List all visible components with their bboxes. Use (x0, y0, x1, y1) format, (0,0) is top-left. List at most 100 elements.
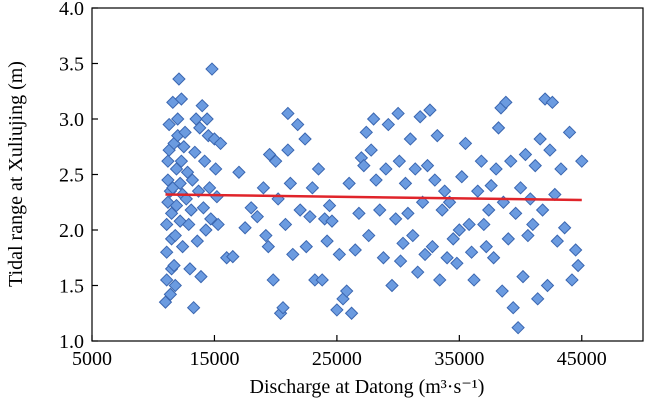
data-point (535, 203, 550, 217)
data-point (330, 303, 344, 317)
data-point (303, 209, 317, 224)
data-point (450, 256, 464, 271)
data-point (516, 269, 530, 284)
data-point (286, 247, 300, 262)
x-tick-label: 25000 (312, 348, 362, 370)
data-point (311, 162, 326, 176)
data-point (177, 140, 191, 154)
data-point (163, 287, 178, 302)
data-point (474, 154, 489, 168)
data-point (322, 198, 337, 213)
data-point (364, 143, 378, 157)
data-point (159, 273, 174, 287)
data-point (281, 143, 295, 157)
data-point (376, 251, 391, 265)
data-point (388, 212, 403, 226)
data-point (159, 245, 174, 259)
data-point (428, 173, 442, 187)
y-tick-label: 2.0 (59, 220, 84, 242)
data-point (339, 284, 354, 298)
data-point (410, 265, 425, 279)
data-point (184, 203, 198, 217)
x-axis-label: Discharge at Datong (m³·s⁻¹) (250, 376, 485, 398)
data-point (540, 278, 555, 293)
data-point (276, 300, 290, 315)
data-point (172, 72, 186, 86)
y-tick-label: 2.5 (59, 165, 84, 187)
axis-ticks (91, 7, 583, 342)
data-point (305, 181, 320, 195)
data-point (530, 292, 545, 306)
data-point (283, 176, 298, 191)
data-point (554, 162, 568, 176)
data-point (418, 247, 432, 262)
data-point (369, 173, 383, 187)
data-point (188, 145, 202, 160)
data-point (332, 247, 347, 262)
y-tick-label: 1.0 (59, 331, 84, 353)
data-point (197, 154, 212, 168)
data-point (423, 103, 437, 117)
data-point (186, 300, 201, 315)
data-point (162, 117, 176, 132)
y-tick-label: 3.0 (59, 109, 84, 131)
x-tick-label: 5000 (72, 348, 112, 370)
data-point (185, 173, 200, 187)
data-point (169, 198, 184, 213)
data-point (167, 258, 181, 273)
data-point (325, 214, 339, 228)
data-point (211, 217, 225, 232)
data-point (210, 189, 224, 204)
data-point (256, 181, 271, 195)
data-point (373, 203, 387, 217)
data-point (171, 112, 185, 126)
data-point (479, 239, 493, 254)
data-point (299, 239, 313, 254)
tick-labels: 5000 15000 25000 35000 45000 1.0 1.5 2.0 2.5 3.0 3… (59, 0, 607, 370)
data-point (232, 165, 246, 179)
data-point (467, 273, 481, 287)
data-point (194, 269, 208, 284)
data-point (281, 106, 295, 121)
data-point (159, 217, 174, 232)
data-point (406, 228, 420, 243)
data-point (202, 181, 217, 195)
data-point (352, 206, 366, 221)
data-point (173, 176, 187, 191)
data-point (161, 154, 175, 168)
data-point (568, 243, 583, 257)
data-point (543, 143, 557, 157)
data-point (550, 234, 564, 248)
x-tick-label: 35000 (434, 348, 484, 370)
data-point (259, 228, 273, 243)
data-point (458, 136, 473, 151)
data-point (433, 273, 447, 287)
data-point (238, 221, 252, 235)
x-tick-label: 45000 (557, 348, 607, 370)
data-point (521, 228, 535, 243)
data-point (435, 203, 449, 217)
data-point (385, 278, 399, 293)
data-point (446, 232, 460, 246)
data-point (262, 147, 277, 162)
data-point (190, 234, 205, 248)
data-point (425, 239, 440, 254)
data-point (174, 154, 189, 168)
data-point (526, 217, 540, 232)
data-point (244, 201, 258, 215)
data-point (196, 201, 211, 215)
data-point (290, 117, 305, 132)
data-point (315, 273, 329, 287)
data-point (174, 92, 189, 106)
data-point (293, 203, 307, 217)
data-point (518, 147, 533, 162)
data-point (462, 217, 476, 232)
data-point (200, 112, 214, 126)
data-point (250, 209, 265, 224)
data-point (557, 221, 572, 235)
data-point (381, 117, 396, 132)
data-point (565, 273, 579, 287)
data-point (320, 234, 334, 248)
data-point (470, 184, 485, 198)
